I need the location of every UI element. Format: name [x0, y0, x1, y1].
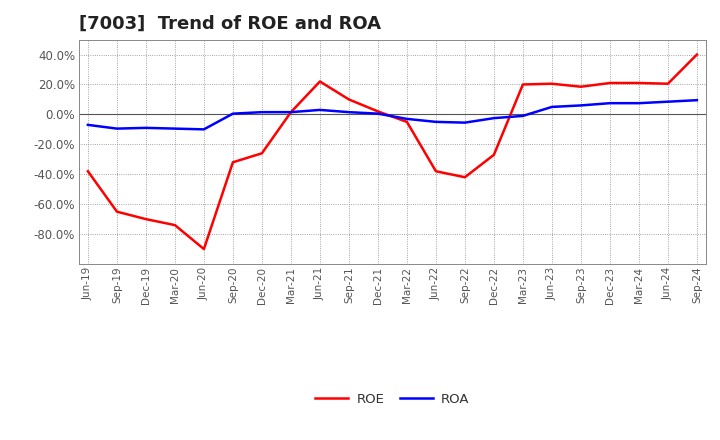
ROE	[112, 209, 121, 214]
ROA	[402, 116, 411, 121]
ROA	[664, 99, 672, 104]
ROE	[258, 150, 266, 156]
ROE	[287, 110, 295, 115]
ROA	[461, 120, 469, 125]
ROE	[199, 246, 208, 252]
Legend: ROE, ROA: ROE, ROA	[310, 387, 474, 411]
ROE	[402, 119, 411, 125]
ROE	[374, 109, 382, 114]
ROA	[431, 119, 440, 125]
ROE	[228, 160, 237, 165]
ROA	[258, 110, 266, 115]
ROA	[548, 104, 557, 110]
ROA	[374, 111, 382, 116]
ROA	[112, 126, 121, 131]
ROA	[634, 100, 643, 106]
ROE	[315, 79, 324, 84]
ROA	[171, 126, 179, 131]
ROA	[199, 127, 208, 132]
ROA	[287, 110, 295, 115]
ROA	[345, 110, 354, 115]
ROA	[84, 122, 92, 128]
ROE	[634, 81, 643, 86]
ROA	[518, 113, 527, 118]
ROE	[664, 81, 672, 86]
ROE	[693, 52, 701, 57]
ROA	[577, 103, 585, 108]
ROE	[431, 169, 440, 174]
ROE	[461, 175, 469, 180]
ROE	[548, 81, 557, 86]
ROE	[171, 223, 179, 228]
ROE	[142, 216, 150, 222]
ROE	[345, 97, 354, 102]
ROE	[518, 82, 527, 87]
ROE	[84, 169, 92, 174]
ROA	[490, 115, 498, 121]
ROA	[142, 125, 150, 131]
ROA	[315, 107, 324, 113]
Line: ROA: ROA	[88, 100, 697, 129]
ROA	[228, 111, 237, 116]
ROA	[693, 98, 701, 103]
ROE	[606, 81, 614, 86]
ROE	[490, 152, 498, 158]
ROE	[577, 84, 585, 89]
Text: [7003]  Trend of ROE and ROA: [7003] Trend of ROE and ROA	[79, 15, 381, 33]
Line: ROE: ROE	[88, 55, 697, 249]
ROA	[606, 100, 614, 106]
